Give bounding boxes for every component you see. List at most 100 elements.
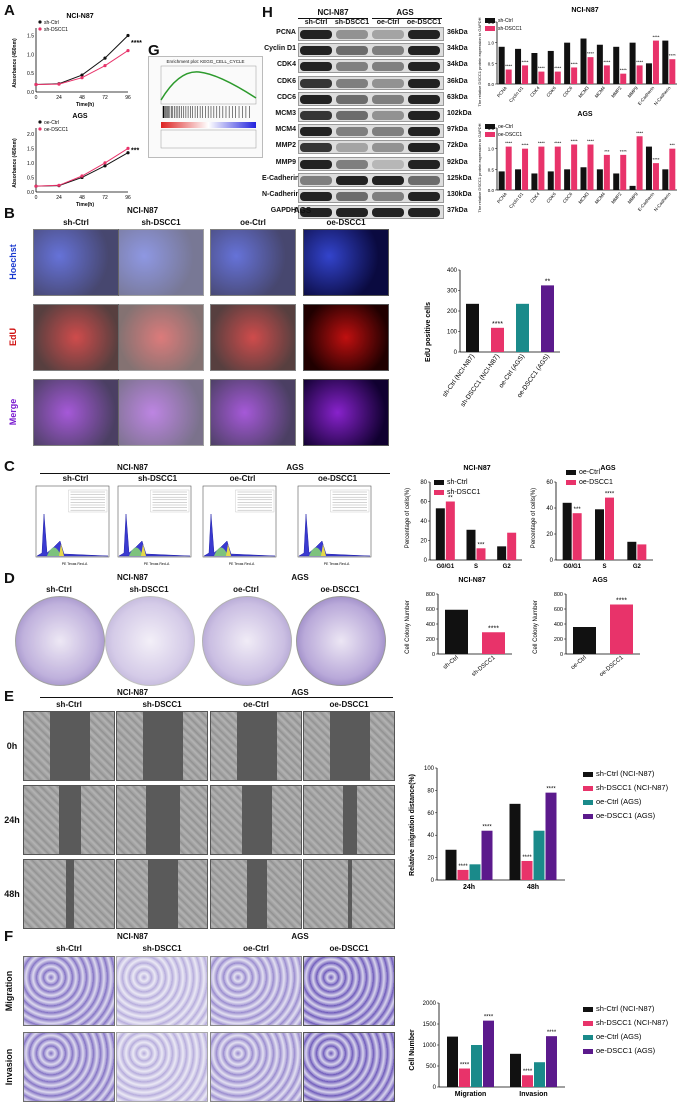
cycle-histogram: PE Texas Red-A [290, 484, 375, 569]
x-tick-label: 0 [35, 95, 38, 101]
legend-label: oe-DSCC1 (AGS) [596, 811, 656, 820]
wound-gap [330, 712, 370, 780]
y-tick-label: 600 [554, 607, 563, 613]
x-axis-label: PE Texas Red-A [62, 562, 88, 566]
colony-dish [105, 596, 195, 686]
colony-col-label: oe-Ctrl [233, 585, 259, 594]
wb-band [336, 46, 368, 56]
bar [662, 40, 669, 84]
y-tick-label: 400 [554, 622, 563, 628]
significance-mark: **** [636, 130, 643, 135]
legend-label: sh-DSCC1 (NCI-N87) [596, 783, 669, 792]
bar [505, 69, 512, 84]
wb-kda-label: 36kDa [447, 29, 468, 36]
wound-image [23, 785, 115, 855]
bar [534, 1062, 545, 1087]
significance-mark: **** [523, 1069, 533, 1075]
s-phase [309, 547, 323, 556]
significance-mark: **** [458, 864, 468, 870]
x-tick-label: 96 [125, 195, 131, 201]
wound-image [116, 785, 208, 855]
wb-band [408, 94, 440, 104]
wb-kda-label: 63kDa [447, 93, 468, 101]
y-tick-label: 0.5 [27, 71, 34, 77]
bar [435, 508, 445, 560]
significance-mark: *** [131, 148, 139, 155]
y-tick-label: 1.0 [488, 147, 495, 152]
significance-mark: **** [652, 157, 659, 162]
bar [515, 169, 522, 190]
bar [545, 792, 557, 880]
wb-kda-label: 34kDa [447, 45, 468, 53]
category-label: PCNA [496, 85, 508, 98]
wb-row-label: GAPDH [270, 207, 296, 215]
y-tick-label: 0.5 [27, 175, 34, 181]
bar [629, 185, 636, 190]
bar [572, 513, 582, 560]
data-point [103, 64, 107, 68]
bar [459, 1068, 470, 1087]
legend-swatch [583, 814, 593, 819]
y-tick-label: 1.5 [27, 34, 34, 40]
bar [662, 169, 669, 190]
legend-label: sh-DSCC1 (NCI-N87) [596, 1018, 669, 1027]
wound-image [210, 859, 302, 929]
gsea-curve [160, 65, 257, 149]
edu-image [118, 379, 204, 446]
bar [636, 65, 643, 84]
y-tick-label: 0.5 [488, 61, 495, 66]
legend-swatch [583, 772, 593, 777]
wb-membrane [298, 91, 444, 106]
wb-kda-label: 102kDa [447, 110, 472, 117]
wb-row-label: CDK6 [276, 77, 296, 85]
wb-band [372, 94, 404, 104]
panel-label-h: H [262, 4, 273, 21]
colony-dish [202, 596, 292, 686]
bar [613, 173, 620, 190]
wb-kda-label: 72kDa [447, 142, 468, 150]
y-tick-label: 60 [427, 811, 434, 817]
colony-bar-chart-ncin87: NCI-N87 0 200 400 600 800 sh-Ctrl **** sh-DSCC1… [405, 577, 512, 678]
category-label: 24h [463, 884, 475, 891]
category-label: G2 [503, 564, 512, 570]
data-point [57, 183, 61, 187]
category-label: S [474, 564, 478, 570]
colony-dish [296, 596, 386, 686]
bar [445, 609, 468, 654]
chart-title: AGS [72, 113, 88, 120]
data-point [103, 161, 107, 165]
wb-band [336, 94, 368, 104]
data-point [80, 174, 84, 178]
bar [483, 1020, 494, 1087]
wb-row-label: CDK4 [276, 61, 296, 69]
wb-lane-label: sh-Ctrl [304, 19, 328, 26]
wb-kda-label: 37kDa [447, 207, 468, 215]
wound-image [23, 711, 115, 781]
edu-image [118, 229, 204, 296]
bar [620, 154, 627, 190]
y-tick-label: 200 [426, 637, 435, 643]
wound-gap [146, 786, 180, 854]
bar [580, 38, 587, 84]
colony-dish [15, 596, 105, 686]
wb-membrane [298, 27, 444, 41]
transwell-row-label: Migration [4, 970, 14, 1012]
legend-label: sh-Ctrl (NCI-N87) [596, 1004, 655, 1013]
legend-swatch [583, 1007, 593, 1012]
legend-swatch [485, 26, 495, 31]
h-bar-chart-ncin87: NCI-N87 0.00.51.01.5****PCNA****Cyclin D… [477, 7, 677, 107]
wb-kda-label: 97kDa [447, 126, 468, 134]
y-axis-label: Absorbance (450nm) [12, 138, 18, 188]
bar [516, 303, 529, 352]
y-axis-label: Percentage of cells(%) [405, 488, 411, 548]
significance-mark: **** [488, 625, 499, 632]
significance-mark: **** [652, 35, 659, 40]
chart-title: AGS [592, 577, 608, 584]
line-chart-ags: AGS 0 24 48 72 96 0.0 0.5 1.0 1.5 2.0 oe-Ctrloe-DS… [12, 113, 139, 208]
edu-row-label: Hoechst [8, 244, 18, 280]
wound-image [303, 859, 395, 929]
significance-mark: **** [616, 598, 627, 605]
significance-mark: *** [477, 542, 485, 548]
wb-band [372, 111, 404, 120]
s-phase [47, 547, 61, 556]
